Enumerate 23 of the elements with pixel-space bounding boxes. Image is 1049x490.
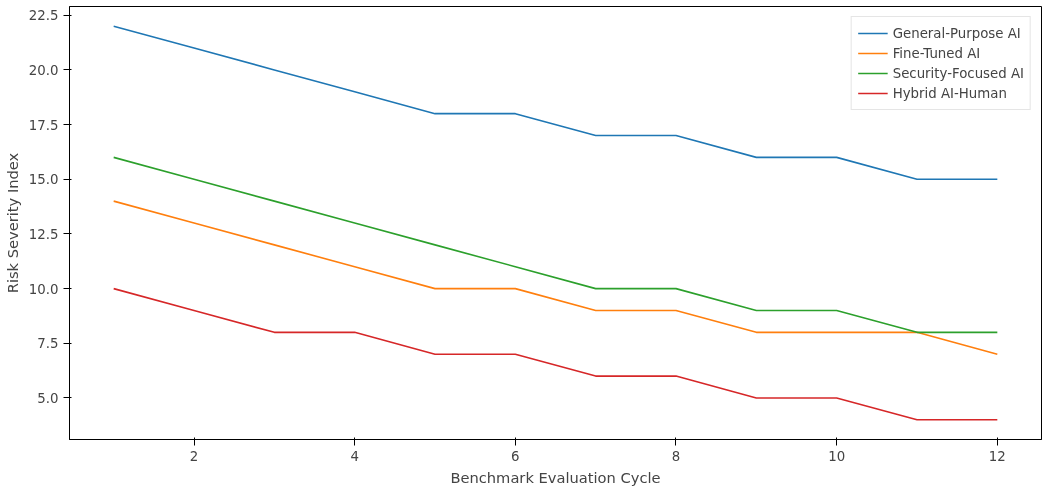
legend-label: Fine-Tuned AI: [892, 45, 981, 61]
x-tick-label: 8: [671, 448, 681, 464]
x-tick-label: 2: [189, 448, 199, 464]
y-tick-label: 17.5: [28, 117, 59, 133]
legend-label: Security-Focused AI: [892, 65, 1024, 81]
x-tick-label: 4: [350, 448, 359, 464]
y-tick-label: 12.5: [28, 226, 59, 242]
legend-label: General-Purpose AI: [892, 25, 1021, 41]
y-tick-label: 10.0: [28, 281, 59, 297]
line-series: [112, 200, 999, 356]
y-tick-label: 7.5: [37, 336, 59, 352]
line-series: [112, 287, 999, 421]
y-tick-label: 15.0: [28, 172, 59, 188]
y-tick-label: 5.0: [37, 390, 59, 406]
y-axis-title: Risk Severity Index: [3, 152, 21, 294]
y-tick-label: 22.5: [28, 8, 59, 24]
y-tick-label: 20.0: [28, 62, 59, 78]
legend-label: Hybrid AI-Human: [892, 85, 1007, 101]
x-tick-label: 10: [828, 448, 846, 464]
line-series: [112, 156, 999, 334]
x-axis-title: Benchmark Evaluation Cycle: [450, 468, 661, 486]
x-tick-label: 12: [988, 448, 1006, 464]
x-tick-label: 6: [511, 448, 520, 464]
